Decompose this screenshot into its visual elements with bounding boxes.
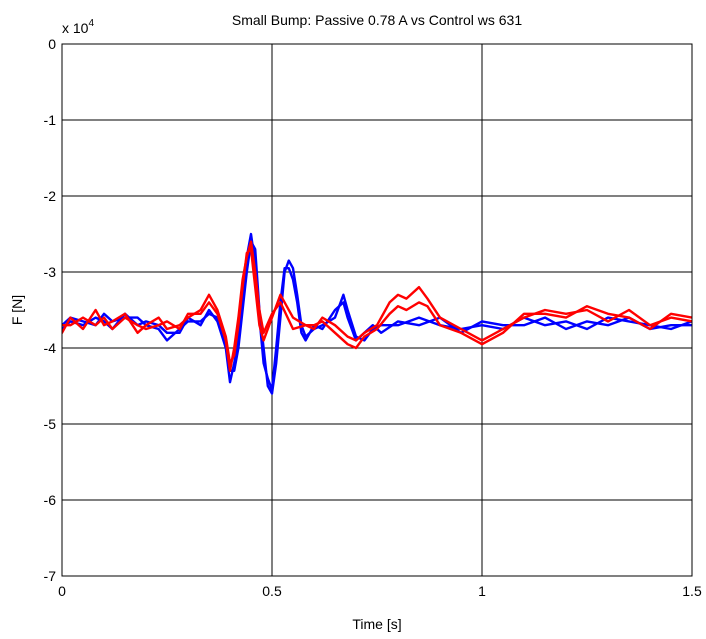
plot-frame: [61, 43, 693, 577]
y-multiplier-label: x 104: [62, 18, 94, 36]
series-line-2: [62, 232, 692, 391]
series-layer: [62, 232, 692, 395]
y-tick-label: -3: [44, 264, 57, 280]
grid-lines: [62, 44, 692, 576]
y-tick-label: -5: [44, 416, 57, 432]
y-axis-label: F [N]: [9, 295, 25, 325]
y-tick-label: -1: [44, 112, 57, 128]
x-tick-label: 0.5: [262, 583, 282, 599]
y-tick-label: -2: [44, 188, 57, 204]
y-tick-label: -4: [44, 340, 57, 356]
y-tick-label: -7: [44, 568, 57, 584]
series-line-4: [62, 240, 692, 372]
series-line-3: [62, 247, 692, 365]
chart-title: Small Bump: Passive 0.78 A vs Control ws…: [232, 12, 522, 28]
y-tick-label: 0: [48, 36, 56, 52]
y-tick-label: -6: [44, 492, 57, 508]
x-tick-label: 1.5: [682, 583, 702, 599]
x-tick-label: 0: [58, 583, 66, 599]
axis-ticks: 0 0.5 1 1.5 0 -1 -2 -3 -4 -5 -6 -7: [44, 36, 702, 599]
x-axis-label: Time [s]: [352, 616, 401, 632]
y-multiplier-base: x 10: [62, 20, 89, 36]
y-multiplier-exponent: 4: [88, 18, 94, 29]
x-tick-label: 1: [478, 583, 486, 599]
